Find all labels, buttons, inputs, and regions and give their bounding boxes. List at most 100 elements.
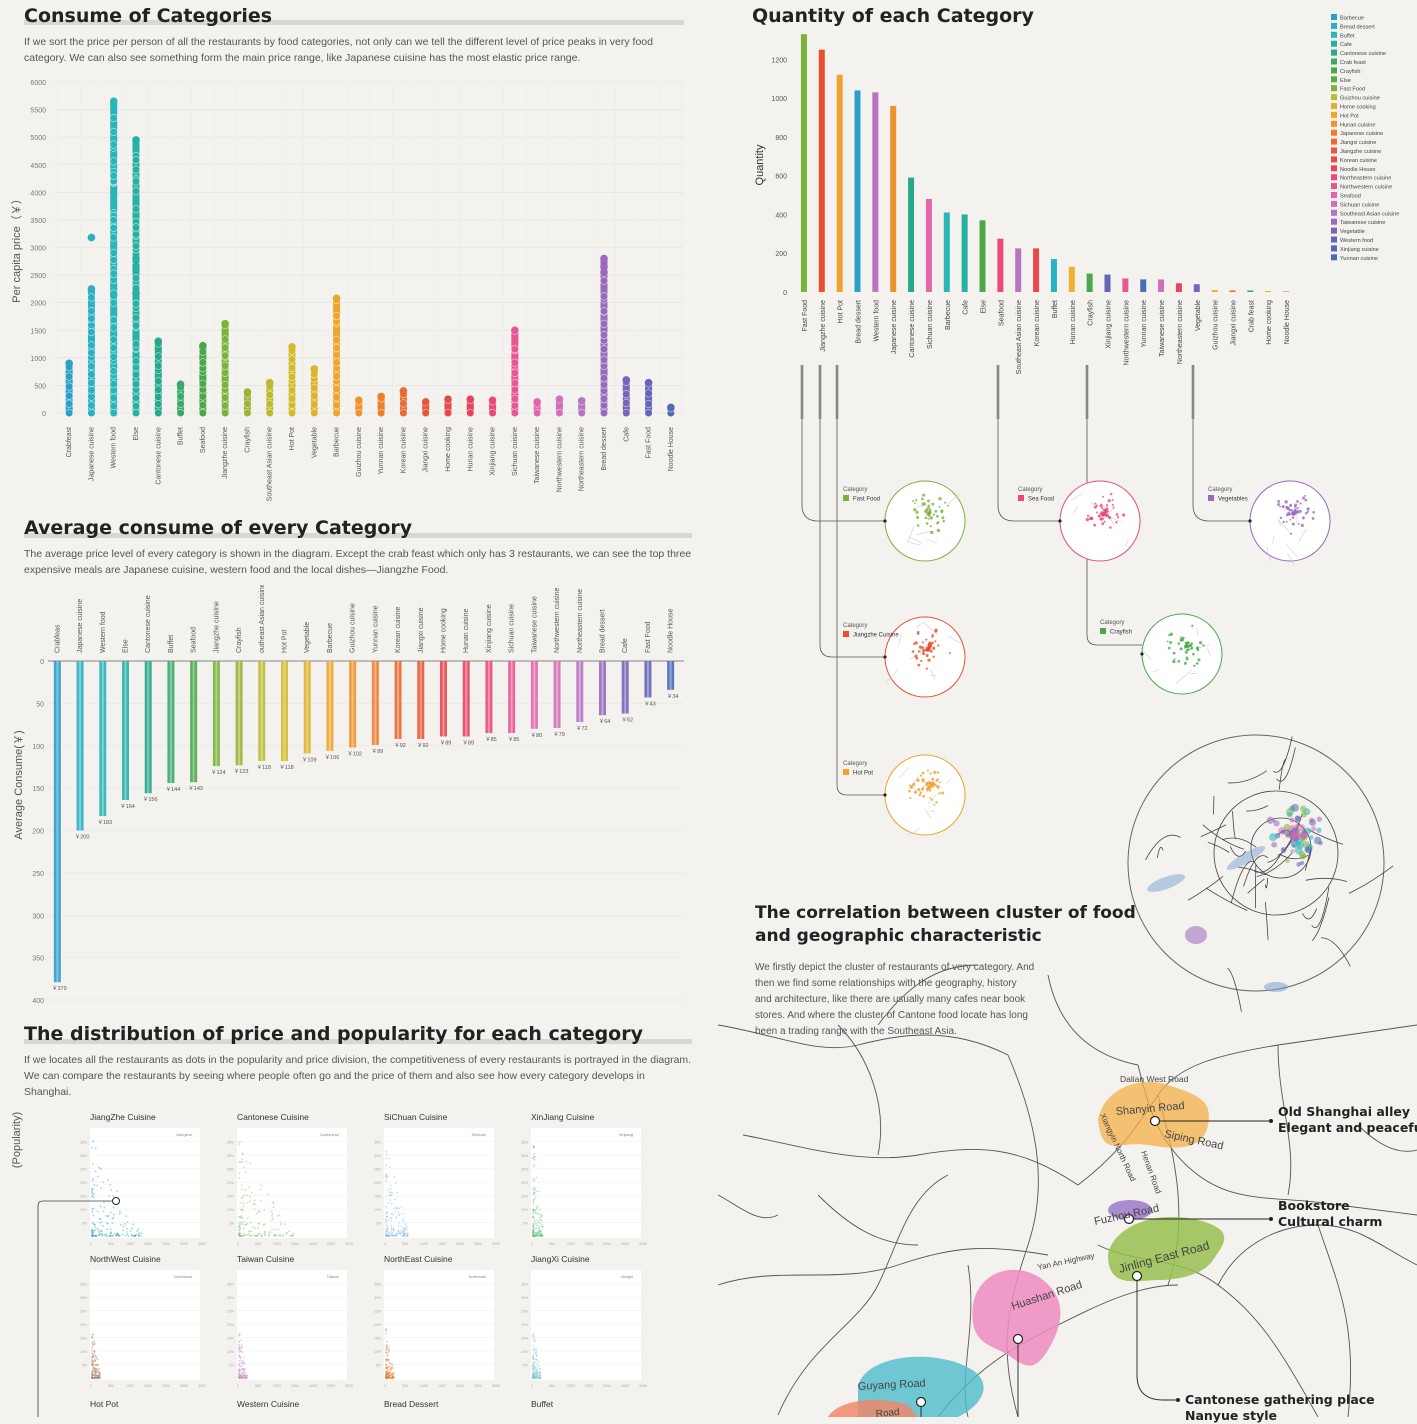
mini-x-tick: 0: [237, 1242, 239, 1246]
mini-dot: [91, 1191, 93, 1193]
mini-dot: [536, 1207, 538, 1209]
mini-dot: [268, 1235, 270, 1237]
avg-bar-highlight: [556, 661, 558, 728]
avg-x-tick: Xinjiang cuisine: [486, 604, 493, 653]
category-map-dot: [1086, 518, 1089, 521]
mini-chart-title: Cantonese Cuisine: [237, 1112, 309, 1122]
category-map-dot: [931, 635, 934, 638]
mini-dot: [94, 1343, 96, 1345]
consume-point: [154, 362, 162, 370]
consume-point: [110, 234, 118, 242]
mini-x-tick: 2000: [309, 1384, 317, 1388]
consume-point: [333, 358, 341, 366]
overview-cluster: [1300, 806, 1306, 812]
category-map-dot: [1099, 518, 1102, 521]
qty-x-tick: Guizhou cuisine: [1213, 300, 1220, 350]
category-map-dot: [1122, 513, 1125, 516]
mini-dot: [103, 1207, 105, 1209]
consume-x-tick: Cafe: [623, 427, 630, 442]
callout-bookstore-sub: Cultural charm: [1278, 1214, 1382, 1230]
mini-dot: [395, 1211, 397, 1213]
mini-dot: [532, 1223, 534, 1225]
category-map-dot: [1188, 648, 1190, 650]
mini-dot: [535, 1351, 537, 1353]
mini-dot: [94, 1351, 96, 1353]
consume-point: [199, 401, 207, 409]
mini-dot: [94, 1354, 96, 1356]
consume-point: [288, 343, 296, 351]
category-map-dot: [922, 652, 925, 655]
consume-point: [110, 409, 118, 417]
mini-dot: [389, 1199, 391, 1201]
consume-point: [511, 409, 519, 417]
mini-dot: [94, 1377, 96, 1379]
mini-dot: [92, 1163, 94, 1165]
consume-point: [221, 409, 229, 417]
mini-dot: [257, 1227, 259, 1229]
mini-x-tick: 0: [90, 1242, 92, 1246]
consume-point: [110, 224, 118, 232]
mini-dot: [532, 1349, 534, 1351]
category-map-dot: [1187, 641, 1190, 644]
mini-dot: [260, 1235, 262, 1237]
mini-dot: [260, 1184, 262, 1186]
category-map-dot: [930, 531, 933, 534]
mini-y-tick: 5%: [82, 1364, 87, 1368]
category-map-dot: [1101, 511, 1103, 513]
legend-label: Taiwanese cuisine: [1340, 220, 1385, 226]
mini-dot: [242, 1224, 244, 1226]
mini-y-tick: 15%: [374, 1195, 381, 1199]
mini-dot: [385, 1375, 387, 1377]
mini-dot: [241, 1158, 243, 1160]
dist-description: If we locates all the restaurants as dot…: [24, 1052, 692, 1100]
category-map-dot: [917, 664, 920, 667]
consume-point: [422, 409, 430, 417]
mini-dot: [272, 1218, 274, 1220]
mini-x-tick: 2500: [474, 1242, 482, 1246]
avg-data-label: ￥92: [394, 742, 406, 749]
category-map-dot: [1089, 517, 1092, 520]
consume-point: [600, 356, 608, 364]
legend-label: Northeastern cuisine: [1340, 176, 1391, 182]
qty-x-tick: Barbecue: [945, 300, 952, 330]
consume-point: [88, 285, 96, 293]
consume-point: [110, 316, 118, 324]
consume-x-tick: Seafood: [200, 427, 207, 453]
mini-dot: [249, 1200, 251, 1202]
consume-point: [333, 402, 341, 410]
mini-tag: Xinjiang: [619, 1132, 633, 1137]
avg-x-tick: Crayfish: [236, 627, 243, 653]
mini-dot: [385, 1345, 387, 1347]
consume-point: [132, 409, 140, 417]
avg-x-tick: Barbecue: [327, 623, 334, 653]
consume-point: [333, 409, 341, 417]
mini-dot: [532, 1345, 534, 1347]
avg-bar-highlight: [193, 661, 195, 782]
category-map-dot: [1112, 504, 1114, 506]
category-map-dot: [941, 511, 943, 513]
legend-label: Xinjiang cuisine: [1340, 247, 1379, 253]
mini-x-tick: 3000: [639, 1242, 647, 1246]
mini-tag: Taiwan: [327, 1274, 339, 1279]
mini-dot: [94, 1229, 96, 1231]
legend-swatch: [1331, 201, 1337, 207]
consume-point: [400, 387, 408, 395]
mini-dot: [141, 1232, 143, 1234]
consume-point: [132, 178, 140, 186]
category-map-dot: [1113, 507, 1115, 509]
legend-swatch: [1331, 50, 1337, 56]
mini-dot: [102, 1225, 104, 1227]
qty-x-tick: Japanese cuisine: [891, 300, 898, 354]
legend-swatch: [1331, 130, 1337, 136]
qty-bar: [908, 178, 914, 292]
category-map-dot: [1169, 641, 1172, 644]
qty-bar: [855, 90, 861, 292]
category-map-dot: [932, 647, 935, 650]
overview-cluster: [1309, 819, 1316, 826]
consume-point: [65, 373, 73, 381]
overview-cluster: [1269, 833, 1277, 841]
legend-label: Hot Pot: [1340, 113, 1359, 119]
mini-dot: [391, 1219, 393, 1221]
consume-point: [645, 409, 653, 417]
consume-point: [132, 136, 140, 144]
